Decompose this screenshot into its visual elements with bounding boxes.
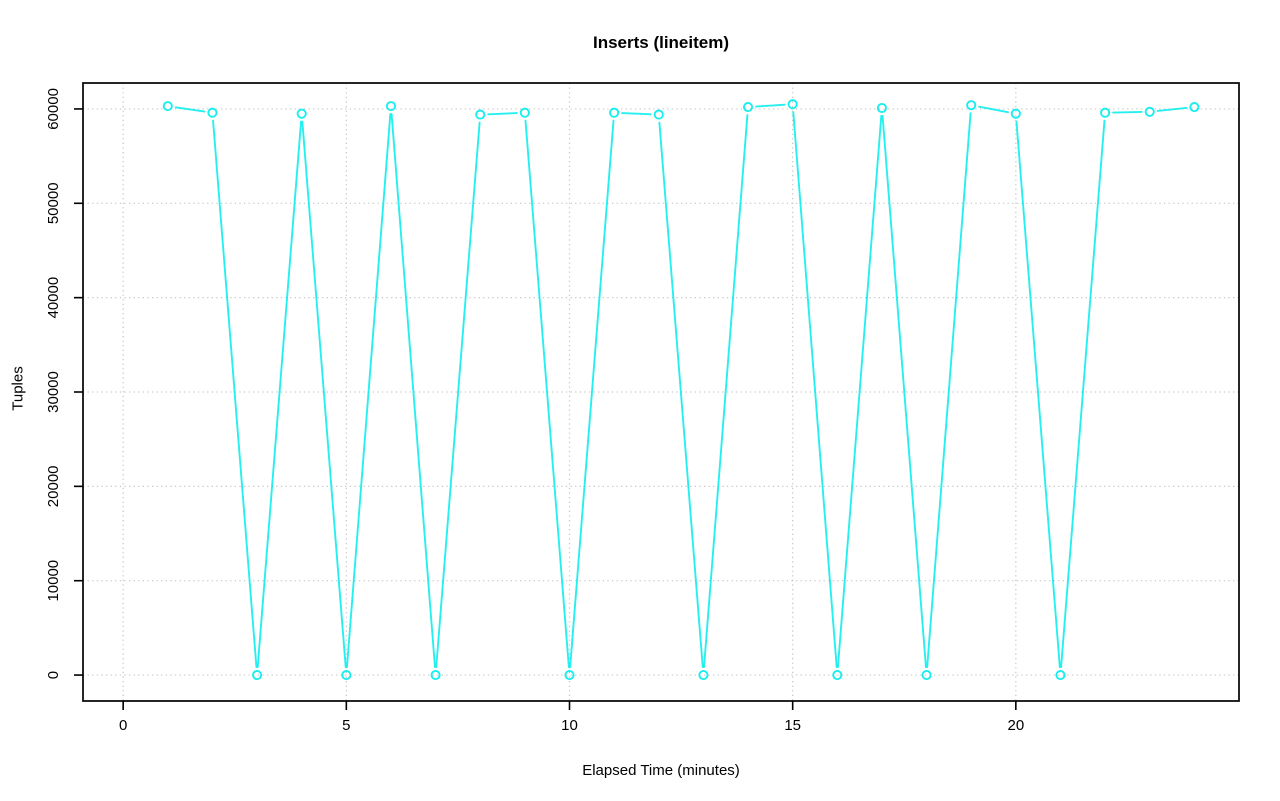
series-line-segment [390,113,436,669]
data-point-marker [430,670,441,681]
y-tick-label: 40000 [45,277,62,319]
data-point-marker [742,102,754,113]
y-tick-label: 30000 [45,371,62,413]
series-line-segment [755,103,786,108]
series-line-segment [926,112,972,669]
data-point-marker [876,102,887,114]
series-line-segment [658,121,704,669]
y-axis-label: Tuples [9,366,27,411]
series-line-segment [174,106,206,113]
series-line-segment [1156,106,1188,112]
data-point-marker [1055,670,1066,681]
series-line-segment [524,119,570,669]
series-line-segment [792,111,838,669]
data-point-marker [341,670,352,681]
data-point-marker [207,107,218,118]
series-line-segment [301,120,347,669]
series-line-segment [703,114,749,669]
data-point-marker [564,670,575,681]
data-point-marker [385,101,397,112]
series-line-segment [881,115,927,669]
data-point-marker [1189,102,1200,113]
series-line-segment [1112,110,1143,114]
series-line-segment [836,115,883,669]
data-point-marker [832,670,843,681]
x-tick-label: 5 [342,717,350,734]
series-line-segment [569,119,615,669]
series-line-segment [346,113,392,669]
x-tick-label: 15 [784,717,801,734]
series-line-segment [435,121,481,669]
x-tick-label: 10 [561,717,578,734]
data-point-marker [475,109,486,120]
data-point-marker [1010,108,1021,119]
data-point-marker [1100,107,1111,118]
data-point-marker [162,101,173,112]
chart-title: Inserts (lineitem) [592,33,730,52]
series-line-segment [212,119,258,669]
y-tick-label: 20000 [45,465,62,507]
series-line-segment [1015,120,1061,669]
data-point-marker [787,99,798,110]
x-axis-label: Elapsed Time (minutes) [582,762,740,779]
series-line-segment [487,112,518,116]
data-point-marker [519,107,530,118]
y-tick-label: 60000 [45,88,62,130]
y-tick-label: 10000 [45,560,62,602]
series-line-segment [978,105,1009,114]
x-tick-label: 20 [1007,717,1024,734]
data-point-marker [966,100,977,111]
y-tick-label: 0 [45,671,62,679]
data-point-marker [609,107,620,118]
data-point-marker [252,670,263,681]
x-tick-label: 0 [119,717,127,734]
data-point-marker [698,670,709,681]
y-tick-label: 50000 [45,182,62,224]
data-point-marker [653,109,664,120]
series-line-segment [621,112,652,116]
data-point-marker [1144,106,1155,117]
data-point-marker [921,670,932,681]
series-line-segment [1060,119,1106,669]
series-line-segment [256,120,303,669]
data-point-marker [296,108,307,119]
